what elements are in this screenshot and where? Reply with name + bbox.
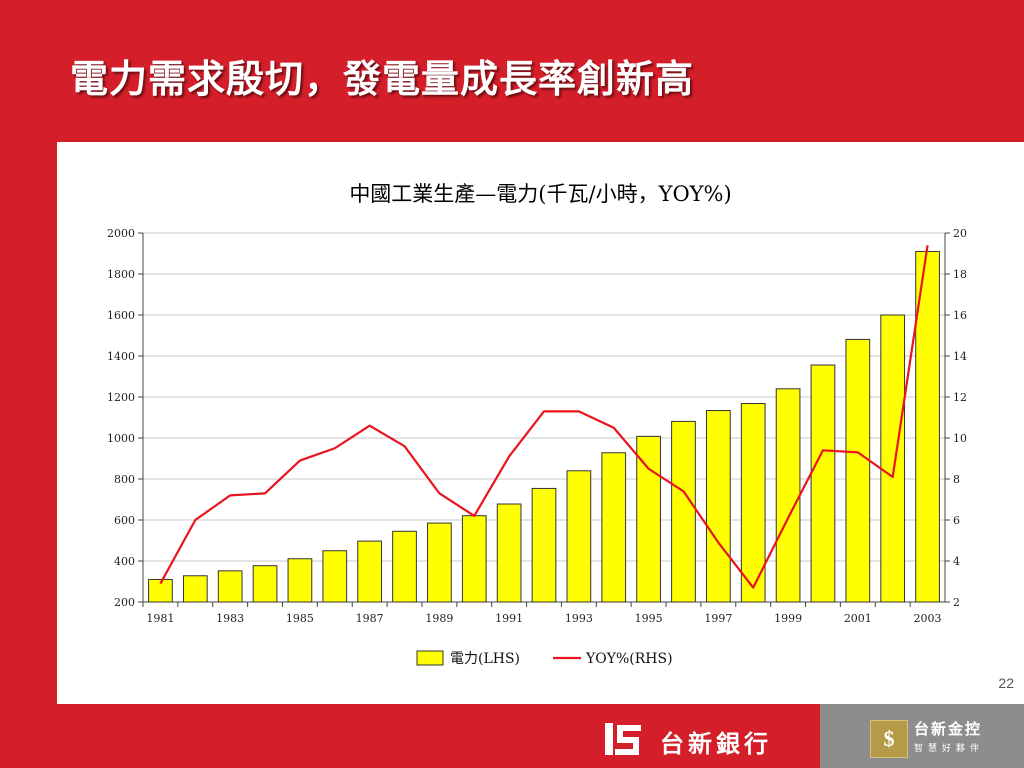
- bar: [148, 578, 173, 603]
- left-axis-tick-label: 1600: [107, 309, 135, 322]
- footer-red-band: [0, 704, 820, 768]
- holding-name: 台新金控: [914, 720, 983, 738]
- bar: [252, 565, 278, 603]
- bar: [392, 530, 417, 603]
- footer: 台新銀行 $ 台新金控 智慧好夥伴: [0, 704, 1024, 768]
- taishin-holding-logo-icon: $: [870, 720, 908, 758]
- x-axis-tick-label: 1981: [146, 612, 174, 625]
- chart: 200 400 600 800 1000 1200 1400 1600 1800 2000 2 4 6 8…: [107, 227, 967, 667]
- x-axis-tick-label: 1995: [635, 612, 663, 625]
- bar: [705, 410, 731, 603]
- bar: [217, 570, 243, 603]
- right-axis-tick-label: 6: [953, 514, 960, 527]
- left-axis-tick-label: 400: [114, 555, 135, 568]
- x-axis-tick-label: 2001: [844, 612, 872, 625]
- slide-title: 電力需求殷切，發電量成長率創新高: [70, 57, 695, 101]
- bar: [357, 540, 383, 603]
- x-axis-tick-label: 1983: [216, 612, 244, 625]
- page-number: 22: [998, 675, 1014, 691]
- right-axis-tick-label: 10: [953, 432, 967, 445]
- right-axis-tick-label: 20: [953, 227, 967, 240]
- legend-line-label: YOY%(RHS): [585, 651, 673, 667]
- right-axis-tick-label: 16: [953, 309, 967, 322]
- left-axis-tick-label: 1800: [107, 268, 135, 281]
- bar: [287, 558, 313, 603]
- bar: [322, 550, 348, 603]
- bar: [531, 487, 557, 603]
- x-axis-tick-label: 1989: [425, 612, 453, 625]
- right-axis-tick-label: 18: [953, 268, 967, 281]
- x-axis-tick-label: 1997: [704, 612, 732, 625]
- right-axis-tick-label: 4: [953, 555, 960, 568]
- legend-bar-swatch: [416, 650, 444, 666]
- bar: [671, 420, 696, 603]
- bar: [496, 503, 522, 603]
- left-axis-tick-label: 800: [114, 473, 135, 486]
- legend-bar-label: 電力(LHS): [450, 651, 520, 667]
- bar: [461, 515, 487, 603]
- chart-panel: 中國工業生產—電力(千瓦/小時，YOY%) 200 400 600 800 1000 12…: [57, 142, 1024, 704]
- x-axis-tick-label: 1993: [565, 612, 593, 625]
- x-axis-tick-label: 1987: [356, 612, 384, 625]
- right-axis-tick-label: 14: [953, 350, 967, 363]
- bar: [810, 364, 836, 603]
- holding-slogan: 智慧好夥伴: [914, 744, 985, 754]
- left-axis-tick-label: 600: [114, 514, 135, 527]
- x-axis-tick-label: 1999: [774, 612, 802, 625]
- bank-name: 台新銀行: [660, 730, 772, 758]
- bar: [880, 314, 906, 603]
- footer-gray-band: [820, 704, 1024, 768]
- bar: [182, 575, 208, 603]
- bar: [740, 403, 766, 603]
- chart-title: 中國工業生產—電力(千瓦/小時，YOY%): [349, 182, 732, 206]
- left-axis-tick-label: 200: [114, 596, 135, 609]
- right-axis-tick-label: 2: [953, 596, 960, 609]
- x-axis-tick-label: 1991: [495, 612, 523, 625]
- left-axis-tick-label: 1400: [107, 350, 135, 363]
- taishin-bank-logo-icon: [605, 723, 641, 755]
- bar: [566, 470, 592, 603]
- right-axis-tick-label: 12: [953, 391, 967, 404]
- bar: [427, 522, 452, 603]
- bar: [775, 388, 801, 603]
- left-axis-tick-label: 1000: [107, 432, 135, 445]
- left-axis-tick-label: 2000: [107, 227, 135, 240]
- x-axis-tick-label: 2003: [914, 612, 942, 625]
- bar: [636, 435, 661, 603]
- left-axis-tick-label: 1200: [107, 391, 135, 404]
- right-axis-tick-label: 8: [953, 473, 960, 486]
- bar: [601, 452, 627, 603]
- bar: [845, 338, 871, 603]
- x-axis-tick-label: 1985: [286, 612, 314, 625]
